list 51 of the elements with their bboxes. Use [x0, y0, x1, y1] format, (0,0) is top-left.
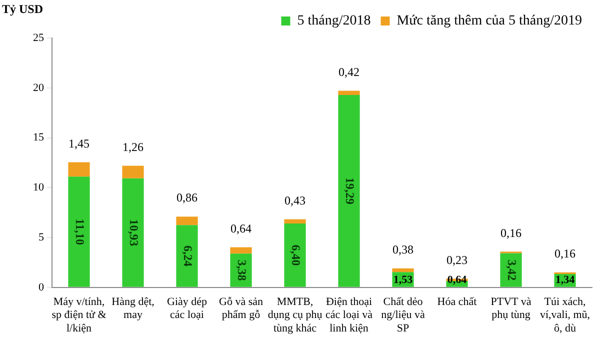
data-label: 19,29: [342, 177, 357, 204]
y-tick-label: 10: [33, 182, 44, 194]
bar: [176, 225, 198, 287]
x-tick-label: Gỗ và sản phẩm gỗ: [219, 296, 264, 322]
bar: [338, 94, 360, 287]
data-label: 6,24: [180, 246, 195, 267]
y-axis-title: Tỷ USD: [2, 2, 44, 17]
bar: [338, 90, 360, 95]
bar: [122, 178, 144, 287]
bar: [68, 176, 90, 287]
bar: [176, 216, 198, 226]
data-label: 1,34: [555, 274, 576, 286]
x-tick-label: Túi xách, ví,vali, mũ, ô, dù: [540, 296, 590, 334]
data-label: 6,40: [288, 244, 303, 266]
y-tick-label: 20: [33, 82, 44, 94]
data-label: 1,45: [68, 136, 90, 150]
y-tick-label: 15: [33, 132, 44, 144]
y-tick-label: 25: [33, 32, 44, 44]
data-label: 0,64: [230, 221, 252, 236]
bar: [392, 268, 414, 272]
data-label: 1,26: [122, 140, 144, 154]
y-tick-label: 5: [38, 231, 44, 244]
data-label: 0,86: [176, 190, 198, 205]
data-label: 3,42: [504, 260, 519, 281]
bar: [284, 219, 306, 224]
x-tick-label: MMTB, dụng cụ phụ tùng khác: [268, 296, 323, 334]
x-tick-label: Hóa chất: [437, 296, 477, 308]
x-tick-label: Chất dẻo ng/liệu và SP: [381, 296, 425, 334]
data-label: 3,38: [234, 260, 249, 281]
data-label: 1,53: [393, 274, 414, 286]
bar: [122, 166, 144, 178]
bar: [230, 247, 252, 254]
data-label: 0,38: [392, 242, 414, 256]
bar: [284, 224, 306, 287]
data-label: 0,64: [447, 274, 468, 286]
y-tick-label: 0: [38, 281, 44, 294]
data-label: 0,43: [284, 193, 306, 208]
data-label: 0,23: [446, 252, 468, 267]
bar: [68, 162, 90, 177]
data-label: 11,10: [72, 218, 87, 245]
data-label: 0,16: [500, 226, 522, 240]
data-label: 0,16: [554, 246, 576, 261]
data-label: 0,42: [338, 64, 360, 79]
x-tick-label: Điện thoại các loại và linh kiện: [325, 296, 373, 334]
x-tick-label: Giày dép các loại: [166, 296, 208, 322]
x-tick-label: Hàng dệt, may: [112, 296, 155, 322]
legend-label: Mức tăng thêm của 5 tháng/2019: [396, 14, 582, 29]
x-tick-label: PTVT và phụ tùng: [490, 296, 532, 322]
data-label: 10,93: [126, 219, 141, 246]
legend-label: 5 tháng/2018: [297, 14, 371, 29]
x-tick-label: Máy v/tính, sp điện tử & l/kiện: [52, 296, 107, 334]
